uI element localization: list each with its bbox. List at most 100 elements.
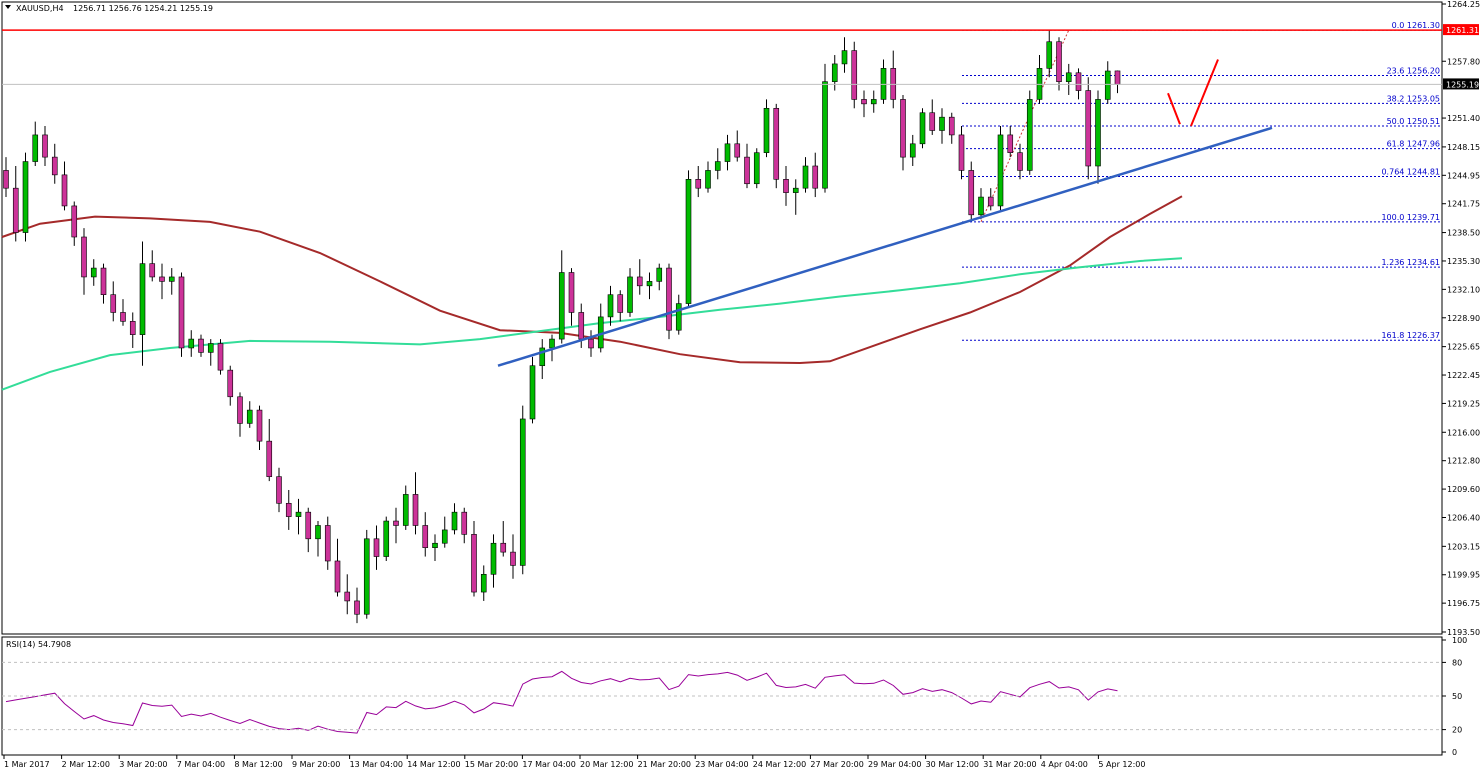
candle [71,201,78,246]
candle-body-bear [1017,152,1023,171]
candle-body-bull [753,152,760,185]
candle-body-bear [1114,70,1121,85]
time-tick-label: 1 Mar 2017 [4,760,50,769]
candle-body-bull [539,347,546,367]
support-trendline[interactable] [497,126,1273,367]
rsi-tick-label: 80 [1452,658,1462,667]
candle [753,148,760,189]
candle [822,63,828,193]
candle [919,108,926,149]
fib-level-label: 100.0 1239.71 [1381,213,1440,222]
candle-body-bull [763,107,770,153]
candle-body-bull [831,63,838,82]
candle-body-bear [81,236,87,278]
candle [627,268,633,317]
candle-body-bear [588,338,594,349]
candle-body-bear [987,196,994,207]
fib-level-label: 0.0 1261.30 [1392,21,1440,30]
candle-body-bear [948,116,955,136]
candle-body-bear [666,267,672,331]
candle-body-bear [744,156,750,185]
time-tick-label: 30 Mar 12:00 [926,760,979,769]
candle-body-bear [968,170,975,216]
candle [198,334,204,357]
fib-level-label: 1.236 1234.61 [1381,258,1440,267]
candle-body-bear [42,134,48,158]
price-tick-label: 1251.40 [1447,114,1480,123]
fib-level-label: 23.6 1256.20 [1387,66,1440,75]
time-tick-label: 7 Mar 04:00 [177,760,225,769]
price-tick-label: 1216.00 [1447,428,1480,437]
candle [968,161,975,220]
rsi-tick-label: 20 [1452,726,1462,735]
candle-body-bear [1056,41,1062,82]
time-tick-label: 4 Apr 04:00 [1041,760,1088,769]
time-tick-label: 15 Mar 20:00 [465,760,518,769]
candle-body-bear [276,476,282,504]
candle [354,587,360,624]
candle-body-bear [120,312,126,322]
fibonacci-retracement[interactable]: 0.0 1261.30 23.6 1256.20 38.2 1253.05 50.0 … [962,21,1442,341]
candle-body-bull [383,520,390,557]
candle [714,148,721,180]
candle [315,521,321,557]
candle [763,99,770,158]
candle-body-bear [266,440,273,477]
candle [519,405,526,575]
candle [861,90,867,118]
candle-body-bear [159,276,165,282]
candle-body-bear [500,542,507,553]
candle [978,188,984,220]
candle [237,392,243,437]
candle-body-bull [802,165,809,189]
candle [1095,90,1101,184]
rsi-line [5,670,1118,734]
resistance-price-label: 1261.31 [1446,26,1479,35]
candle [90,259,97,286]
candle-body-bull [188,338,195,349]
candle [324,516,331,570]
candle [344,574,351,615]
candle-body-bear [900,99,906,158]
candle [363,529,370,619]
candle-body-bull [870,99,877,105]
candle-body-bear [305,511,312,540]
main-price-pane[interactable]: 0.0 1261.30 23.6 1256.20 38.2 1253.05 50.0 … [1,1,1443,635]
candle [393,507,399,544]
rsi-tick-label: 50 [1452,692,1462,701]
collapse-triangle-icon[interactable] [5,5,11,9]
candle [188,330,195,357]
candle [256,405,263,451]
projection-arrow[interactable] [1167,59,1219,127]
candle [383,516,390,561]
candle [168,268,175,295]
candle [22,152,29,242]
candle-body-bull [295,511,302,517]
candle [909,134,916,166]
fib-level-label: 161.8 1226.37 [1381,331,1440,340]
candle [1046,30,1053,78]
candle [724,134,731,171]
ohlc-values: 1256.71 1256.76 1254.21 1255.19 [73,4,213,13]
candle-body-bull [1095,99,1101,167]
candle [217,339,224,375]
price-tick-label: 1212.80 [1447,457,1480,466]
candle [490,534,497,588]
candle-body-bull [627,276,633,313]
candle [646,272,653,300]
rsi-label: RSI(14) 54.7908 [6,640,71,649]
price-tick-label: 1219.25 [1447,399,1480,408]
candle-body-bull [1036,68,1043,100]
price-tick-label: 1238.50 [1447,229,1480,238]
candle [246,401,253,428]
candle-body-bull [724,143,731,162]
candle-body-bull [1026,99,1033,171]
price-tick-label: 1222.45 [1447,371,1480,380]
candle-body-bear [510,551,516,566]
drawing-objects[interactable] [2,29,1442,367]
candle [1104,61,1111,104]
candle [1075,68,1082,100]
candle [276,467,282,513]
candle-body-bear [100,267,107,295]
